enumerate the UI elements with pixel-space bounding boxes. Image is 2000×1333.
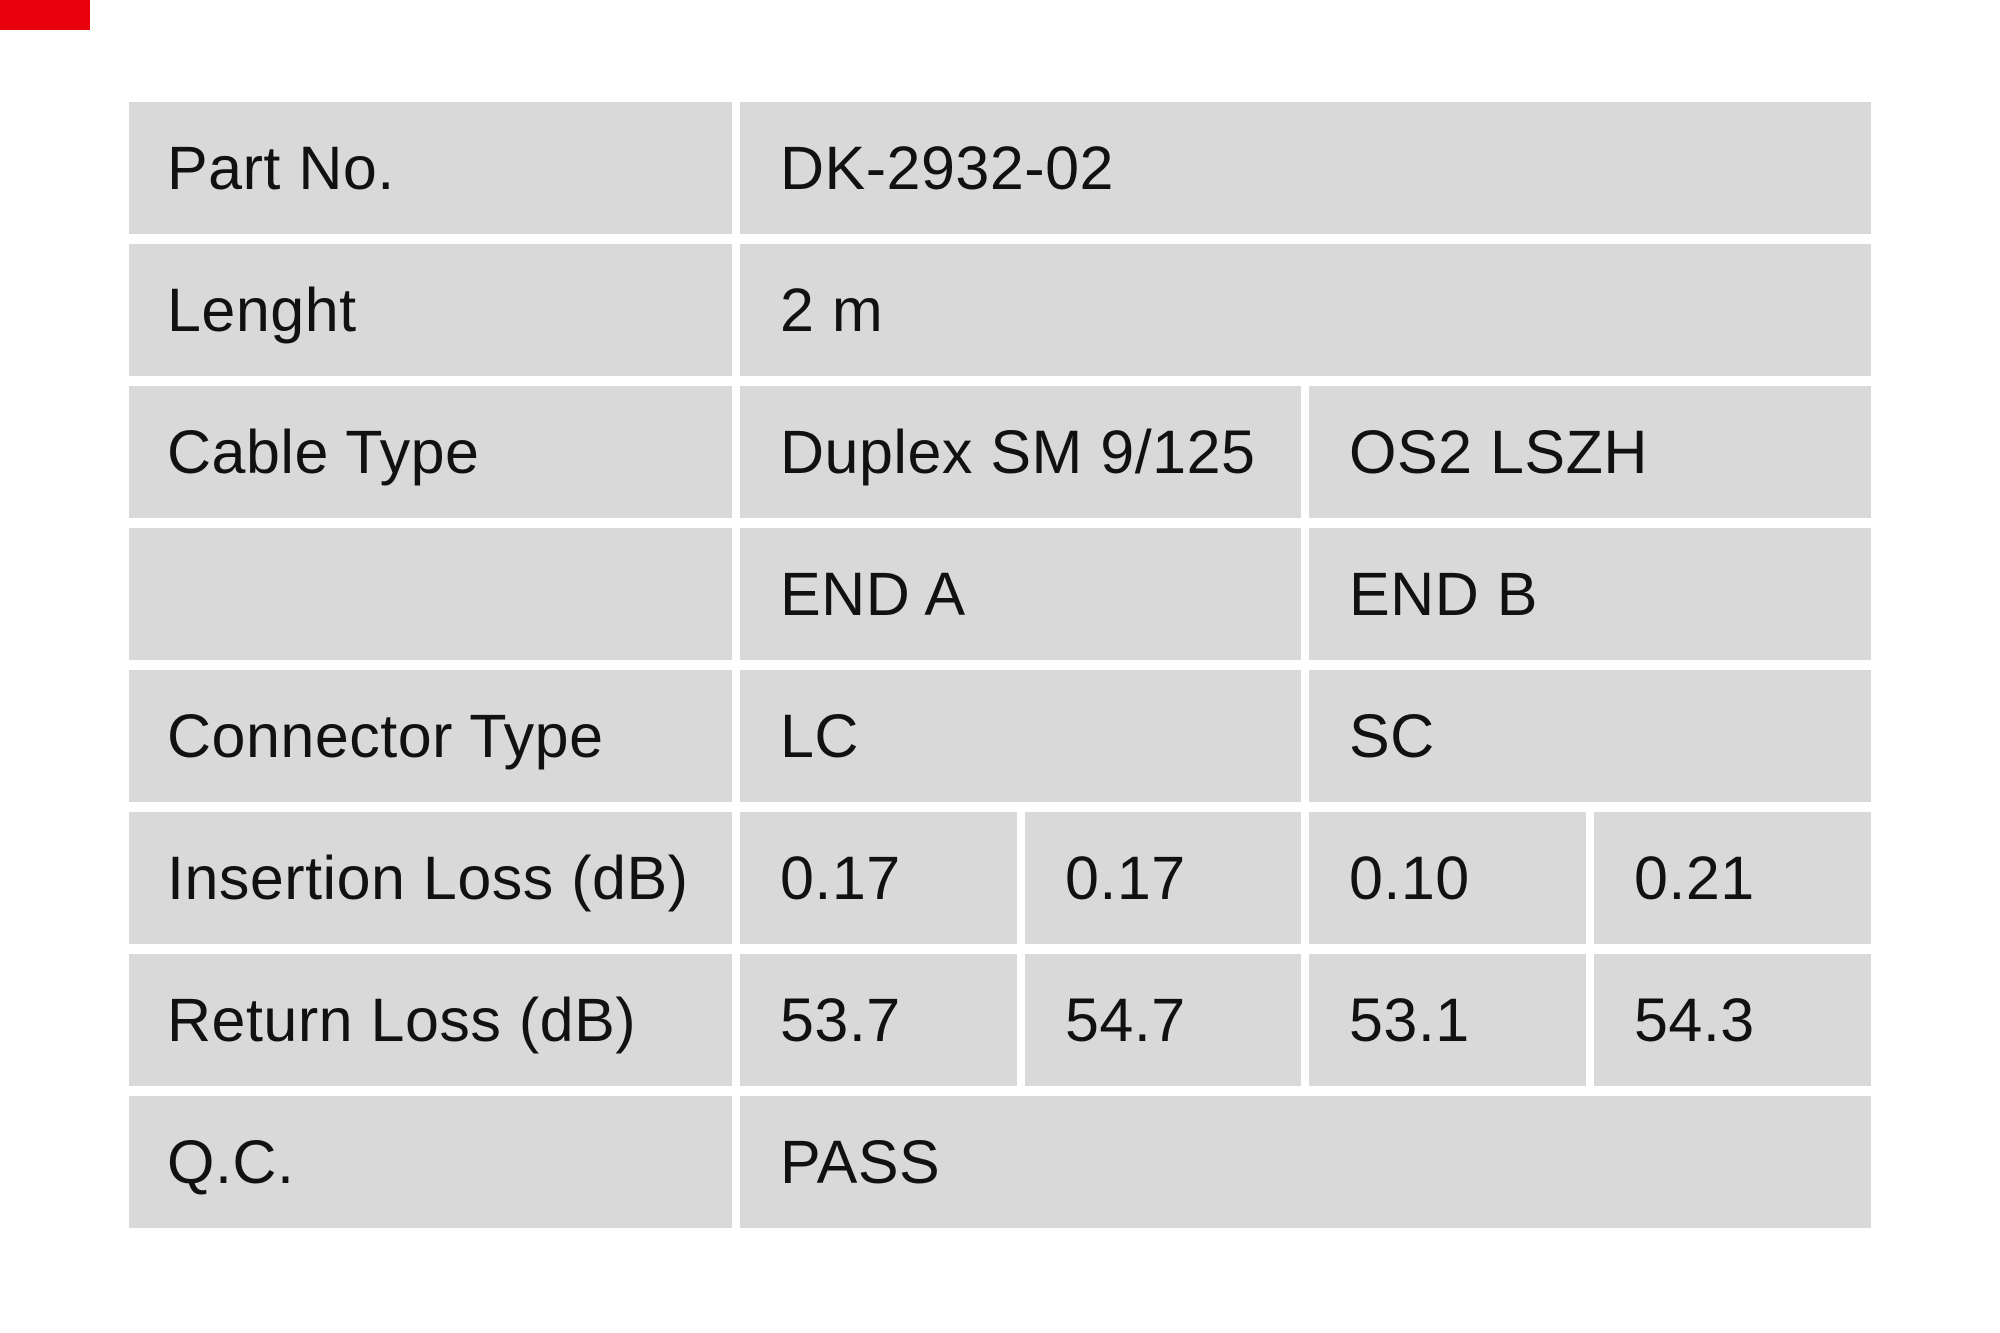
cell-return-loss-a1: 53.7 [740, 954, 1017, 1086]
cell-connector-end-a: LC [740, 670, 1301, 802]
table-row-cable-type: Cable Type Duplex SM 9/125 OS2 LSZH [129, 386, 1872, 518]
cell-qc-value: PASS [740, 1096, 1872, 1228]
cell-end-b-header: END B [1309, 528, 1872, 660]
cell-insertion-loss-a2: 0.17 [1025, 812, 1301, 944]
table-row-insertion-loss: Insertion Loss (dB) 0.17 0.17 0.10 0.21 [129, 812, 1872, 944]
cell-return-loss-label: Return Loss (dB) [129, 954, 732, 1086]
table-row-length: Lenght 2 m [129, 244, 1872, 376]
cell-insertion-loss-b1: 0.10 [1309, 812, 1586, 944]
cell-connector-end-b: SC [1309, 670, 1872, 802]
cell-insertion-loss-b2: 0.21 [1594, 812, 1872, 944]
cell-blank [129, 528, 732, 660]
cell-connector-type-label: Connector Type [129, 670, 732, 802]
table-row-part-no: Part No. DK-2932-02 [129, 102, 1872, 234]
cell-length-value: 2 m [740, 244, 1872, 376]
cell-return-loss-b1: 53.1 [1309, 954, 1586, 1086]
cell-cable-type-label: Cable Type [129, 386, 732, 518]
table-row-qc: Q.C. PASS [129, 1096, 1872, 1228]
cell-return-loss-b2: 54.3 [1594, 954, 1872, 1086]
spec-table: Part No. DK-2932-02 Lenght 2 m Cable Typ… [121, 92, 1879, 1238]
table-row-ends-header: END A END B [129, 528, 1872, 660]
cell-insertion-loss-label: Insertion Loss (dB) [129, 812, 732, 944]
cell-cable-type-value-2: OS2 LSZH [1309, 386, 1872, 518]
cell-part-no-label: Part No. [129, 102, 732, 234]
cell-cable-type-value-1: Duplex SM 9/125 [740, 386, 1301, 518]
cell-insertion-loss-a1: 0.17 [740, 812, 1017, 944]
cell-qc-label: Q.C. [129, 1096, 732, 1228]
red-corner-marker [0, 0, 90, 30]
table-row-connector-type: Connector Type LC SC [129, 670, 1872, 802]
cell-return-loss-a2: 54.7 [1025, 954, 1301, 1086]
cell-length-label: Lenght [129, 244, 732, 376]
table-row-return-loss: Return Loss (dB) 53.7 54.7 53.1 54.3 [129, 954, 1872, 1086]
cell-end-a-header: END A [740, 528, 1301, 660]
cell-part-no-value: DK-2932-02 [740, 102, 1872, 234]
